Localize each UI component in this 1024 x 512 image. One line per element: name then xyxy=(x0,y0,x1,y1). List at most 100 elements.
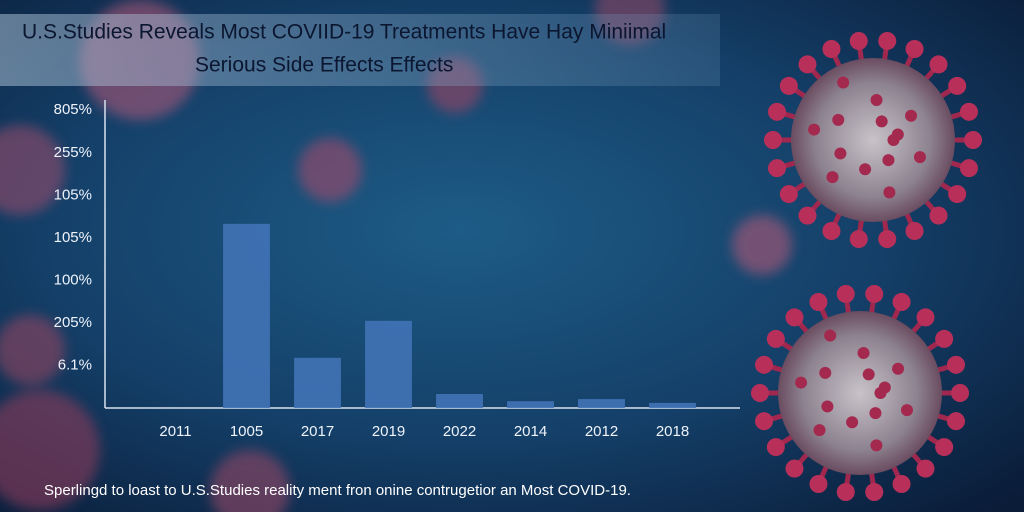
virus-spike-head xyxy=(878,31,897,50)
virus-spike-head xyxy=(951,384,970,402)
bar xyxy=(223,223,270,408)
virus-spike-head xyxy=(809,474,828,493)
x-tick-label: 2017 xyxy=(301,423,334,440)
virus-spike-head xyxy=(849,31,868,50)
virus-spike-head xyxy=(946,412,965,431)
virus-spike-head xyxy=(785,308,804,327)
bar xyxy=(436,393,483,408)
x-tick-label: 2014 xyxy=(514,423,547,440)
virus-protein xyxy=(813,424,826,437)
particle xyxy=(732,215,792,275)
virus-protein xyxy=(834,147,847,160)
virus-spike-head xyxy=(935,438,954,457)
virus-protein xyxy=(826,171,839,184)
virus-protein xyxy=(819,366,832,379)
virus-body xyxy=(778,311,942,475)
virus-spike-head xyxy=(929,55,948,74)
virus-protein xyxy=(883,186,896,199)
virus-spike-head xyxy=(779,76,798,95)
virus-protein xyxy=(846,416,859,429)
virus-spike-head xyxy=(948,185,967,204)
virus-spike-head xyxy=(948,76,967,95)
virus-protein xyxy=(913,151,926,164)
virus-protein xyxy=(824,329,837,342)
particle xyxy=(0,315,65,385)
y-tick-label: 105% xyxy=(54,186,92,203)
virus-spike-head xyxy=(836,483,855,502)
virus-protein xyxy=(862,368,875,381)
y-tick-label: 6.1% xyxy=(58,356,92,373)
virus-protein xyxy=(892,362,905,375)
x-tick-label: 2011 xyxy=(159,423,191,440)
virus-spike-head xyxy=(905,221,924,240)
virus-spike-head xyxy=(768,102,787,121)
virus-spike-head xyxy=(929,206,948,225)
virus-spike-head xyxy=(905,40,924,59)
virus-spike-head xyxy=(865,284,884,303)
y-tick-label: 255% xyxy=(54,144,92,161)
particle xyxy=(210,450,290,512)
x-tick-label: 2022 xyxy=(443,423,476,440)
virus-protein xyxy=(882,154,895,167)
y-tick-label: 100% xyxy=(54,271,92,288)
virus-protein xyxy=(875,115,888,128)
virus-spike-head xyxy=(766,438,785,457)
virus-spike-head xyxy=(959,102,978,121)
particle xyxy=(0,390,100,510)
virus-protein xyxy=(795,376,808,389)
y-tick-label: 105% xyxy=(54,229,92,246)
virus-protein xyxy=(870,93,883,106)
x-tick-label: 2019 xyxy=(372,423,405,440)
virus-spike-head xyxy=(755,412,774,431)
virus-spike-head xyxy=(964,131,983,149)
virus-spike-head xyxy=(768,159,787,178)
virus-protein xyxy=(900,404,913,417)
virus-spike-head xyxy=(750,384,769,402)
virus-spike-head xyxy=(892,474,911,493)
virus-protein xyxy=(891,128,904,141)
virus-spike-head xyxy=(755,355,774,374)
virus-protein xyxy=(859,163,872,176)
virus-protein xyxy=(905,109,918,122)
virus-spike-head xyxy=(766,329,785,348)
virus-protein xyxy=(869,407,882,420)
x-tick-label: 2018 xyxy=(656,423,689,440)
virus-spike-head xyxy=(822,40,841,59)
virus-spike-head xyxy=(809,293,828,312)
virus-spike-head xyxy=(935,329,954,348)
y-tick-label: 205% xyxy=(54,314,92,331)
virus-spike-head xyxy=(946,355,965,374)
caption: Sperlingd to loast to U.S.Studies realit… xyxy=(44,482,631,499)
virus-spike-head xyxy=(798,206,817,225)
virus-spike-head xyxy=(916,459,935,478)
virus-spike-head xyxy=(849,230,868,249)
x-tick-label: 2012 xyxy=(585,423,618,440)
virus-spike-head xyxy=(916,308,935,327)
virus-spike-head xyxy=(763,131,782,149)
virus-body xyxy=(791,58,955,222)
title-band xyxy=(0,14,720,86)
virus-spike-head xyxy=(878,230,897,249)
bar xyxy=(578,399,625,408)
particle xyxy=(298,138,362,202)
virus-protein xyxy=(821,400,834,413)
bar xyxy=(507,401,554,408)
bar xyxy=(649,402,696,408)
y-tick-label: 805% xyxy=(54,101,92,118)
virus-spike-head xyxy=(779,185,798,204)
virus-spike-head xyxy=(822,221,841,240)
virus-protein xyxy=(878,381,891,394)
virus-spike-head xyxy=(798,55,817,74)
virus-spike-head xyxy=(865,483,884,502)
x-tick-label: 1005 xyxy=(230,423,263,440)
particle xyxy=(0,125,65,215)
bar xyxy=(294,357,341,408)
virus-spike-head xyxy=(959,159,978,178)
virus-protein xyxy=(857,346,870,359)
chart-title: Serious Side Effects Effects xyxy=(195,54,453,77)
virus-spike-head xyxy=(892,293,911,312)
virus-spike-head xyxy=(836,284,855,303)
bar xyxy=(365,320,412,408)
virus-protein xyxy=(808,123,821,136)
